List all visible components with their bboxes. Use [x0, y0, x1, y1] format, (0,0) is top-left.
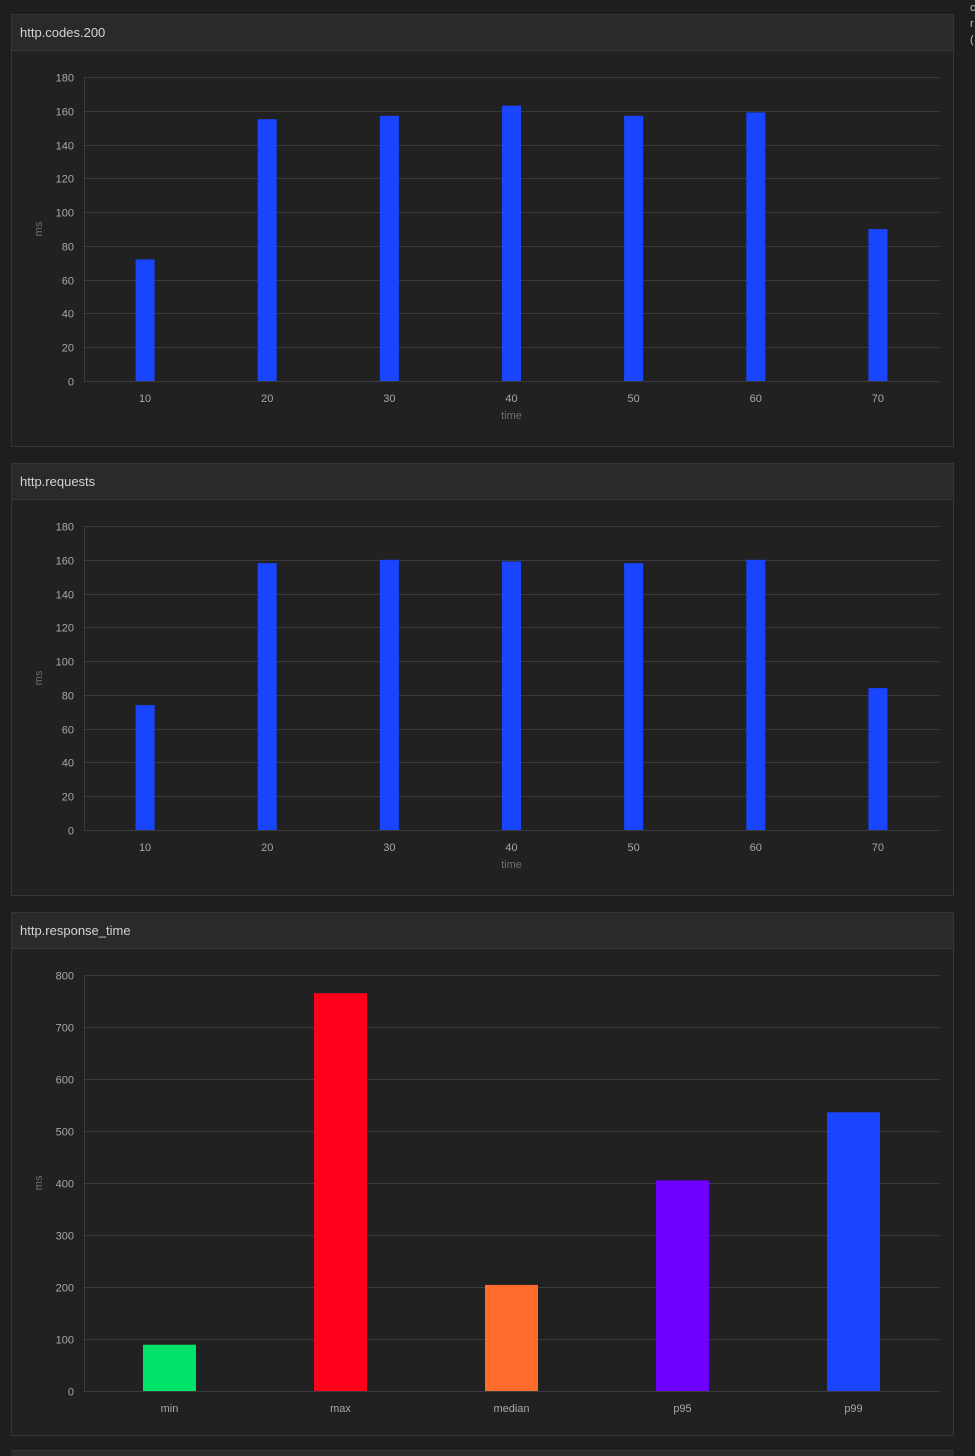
x-tick-label: 40 — [505, 393, 517, 405]
x-tick-label: p99 — [844, 1403, 862, 1415]
clipped-side-text: c r ( — [970, 0, 975, 48]
y-tick-label: 140 — [56, 590, 74, 602]
y-tick-label: 120 — [56, 623, 74, 635]
chart-panel-http-requests: http.requests 0 20 40 60 80 100 120 140 160 180 ms… — [11, 463, 954, 896]
x-tick-label: max — [330, 1403, 351, 1415]
y-tick-label: 700 — [56, 1023, 74, 1035]
bar-40 — [502, 105, 521, 381]
y-tick-label: 100 — [56, 1335, 74, 1347]
y-tick-label: 80 — [62, 691, 74, 703]
side-text-line: ( — [970, 34, 974, 46]
bar-10 — [135, 705, 155, 830]
x-tick-label: 10 — [139, 842, 151, 854]
x-tick-label: 70 — [872, 393, 884, 405]
bar-max — [314, 993, 367, 1391]
y-axis-title: ms — [33, 221, 45, 236]
x-tick-label: median — [493, 1403, 529, 1415]
panel-title: http.requests — [12, 464, 953, 500]
y-tick-label: 40 — [62, 758, 74, 770]
y-tick-label: 100 — [56, 208, 74, 220]
x-tick-label: 10 — [139, 393, 151, 405]
bar-60 — [746, 559, 766, 830]
y-tick-label: 140 — [56, 141, 74, 153]
x-tick-label: 40 — [505, 842, 517, 854]
bar-20 — [257, 119, 277, 381]
bar-70 — [868, 688, 888, 830]
x-tick-label: min — [161, 1403, 179, 1415]
y-tick-label: 300 — [56, 1231, 74, 1243]
bar-p99 — [827, 1112, 880, 1391]
y-axis-title: ms — [33, 670, 45, 685]
side-text-line: r — [970, 18, 974, 30]
y-tick-label: 60 — [62, 276, 74, 288]
bar-50 — [624, 115, 644, 381]
x-tick-label: 60 — [750, 842, 762, 854]
x-axis-title: time — [501, 410, 522, 422]
x-tick-label: 50 — [628, 842, 640, 854]
bar-chart-http-codes-200: 0 20 40 60 80 100 120 140 160 180 ms 10 20 30 40 50 60 70… — [33, 73, 939, 422]
bar-min — [143, 1344, 196, 1391]
bar-50 — [624, 563, 644, 830]
y-tick-label: 20 — [62, 343, 74, 355]
y-tick-label: 160 — [56, 556, 74, 568]
y-axis-title: ms — [33, 1175, 45, 1190]
bar-10 — [135, 259, 155, 381]
x-tick-label: 50 — [628, 393, 640, 405]
x-tick-label: 20 — [261, 842, 273, 854]
next-panel-edge — [11, 1450, 954, 1456]
y-tick-label: 40 — [62, 309, 74, 321]
bar-p95 — [656, 1180, 709, 1391]
bar-60 — [746, 112, 766, 381]
y-tick-label: 400 — [56, 1179, 74, 1191]
bar-30 — [379, 115, 399, 381]
y-tick-label: 80 — [62, 242, 74, 254]
x-tick-label: p95 — [673, 1403, 691, 1415]
y-tick-label: 100 — [56, 657, 74, 669]
chart-panel-http-codes-200: http.codes.200 0 20 40 60 80 100 120 140 160 180 m… — [11, 14, 954, 447]
y-tick-label: 180 — [56, 73, 74, 85]
y-tick-label: 0 — [68, 826, 74, 838]
y-tick-label: 180 — [56, 522, 74, 534]
y-tick-label: 20 — [62, 792, 74, 804]
x-tick-label: 30 — [383, 393, 395, 405]
y-tick-label: 60 — [62, 725, 74, 737]
panel-title: http.codes.200 — [12, 15, 953, 51]
y-tick-label: 800 — [56, 971, 74, 983]
y-tick-label: 600 — [56, 1075, 74, 1087]
x-tick-label: 20 — [261, 393, 273, 405]
y-tick-label: 200 — [56, 1283, 74, 1295]
y-tick-label: 120 — [56, 174, 74, 186]
bar-70 — [868, 229, 888, 381]
x-tick-label: 60 — [750, 393, 762, 405]
x-tick-label: 70 — [872, 842, 884, 854]
bar-median — [485, 1284, 538, 1391]
bar-chart-http-requests: 0 20 40 60 80 100 120 140 160 180 ms 10 20 30 40 50 60 70… — [33, 522, 939, 871]
chart-panel-http-response-time: http.response_time 0 100 200 300 400 500 600 70… — [11, 912, 954, 1436]
y-tick-label: 0 — [68, 377, 74, 389]
y-tick-label: 160 — [56, 107, 74, 119]
bar-20 — [257, 563, 277, 830]
bar-30 — [379, 559, 399, 830]
side-text-line: c — [970, 2, 975, 14]
x-tick-label: 30 — [383, 842, 395, 854]
panel-title: http.response_time — [12, 913, 953, 949]
y-tick-label: 0 — [68, 1387, 74, 1399]
y-tick-label: 500 — [56, 1127, 74, 1139]
x-axis-title: time — [501, 859, 522, 871]
bar-chart-http-response-time: 0 100 200 300 400 500 600 700 800 ms min max median p… — [33, 971, 939, 1415]
bar-40 — [502, 561, 521, 830]
